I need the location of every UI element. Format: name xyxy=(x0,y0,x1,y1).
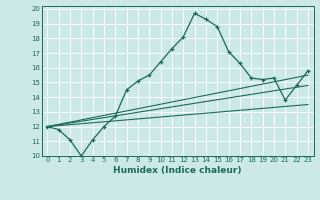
X-axis label: Humidex (Indice chaleur): Humidex (Indice chaleur) xyxy=(113,166,242,175)
